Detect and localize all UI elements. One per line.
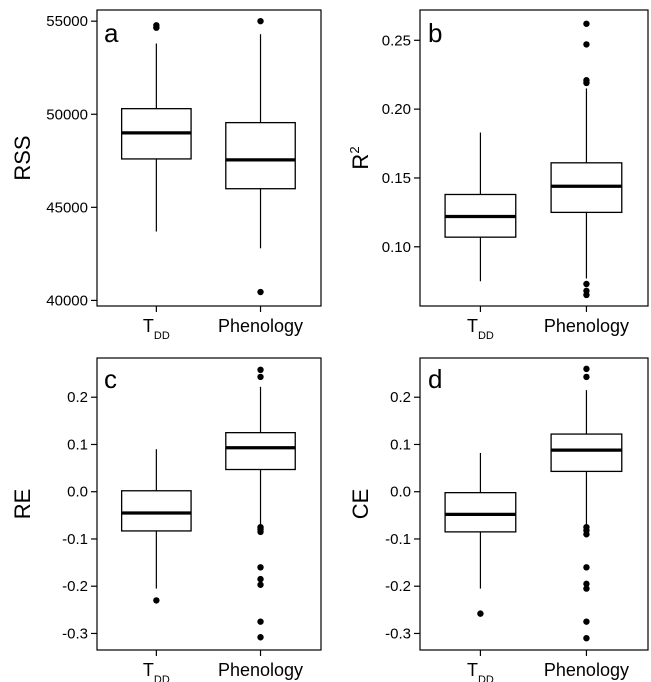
y-tick-label: 0.0 bbox=[67, 484, 88, 501]
outlier-point bbox=[257, 575, 264, 583]
outlier-point bbox=[583, 580, 590, 588]
y-tick-label: -0.1 bbox=[62, 531, 88, 548]
outlier-point bbox=[257, 373, 264, 381]
outlier-point bbox=[583, 564, 590, 571]
plot-frame bbox=[96, 9, 322, 307]
y-tick-label: -0.2 bbox=[385, 578, 411, 595]
iqr-box bbox=[225, 121, 296, 190]
plot-frame bbox=[419, 9, 649, 307]
x-category-label: Phenology bbox=[218, 316, 303, 336]
outlier-point bbox=[153, 597, 160, 604]
outlier-point bbox=[153, 22, 160, 29]
y-tick-label: -0.1 bbox=[385, 531, 411, 548]
panel-c: -0.3 -0.2 -0.1 0.0 0.1 0.2 TDD Phenology RE c bbox=[10, 357, 322, 682]
y-tick-label: 0.0 bbox=[390, 484, 411, 501]
outlier-point bbox=[257, 634, 264, 641]
outlier-point bbox=[583, 291, 590, 299]
y-tick-label: 0.1 bbox=[390, 436, 411, 453]
y-tick-label: -0.3 bbox=[385, 625, 411, 642]
y-tick-label: 55000 bbox=[46, 13, 88, 30]
panel-label: b bbox=[428, 18, 442, 48]
y-tick-label: 0.10 bbox=[382, 239, 411, 256]
outlier-point bbox=[583, 41, 590, 48]
x-category-label: Phenology bbox=[544, 316, 629, 336]
y-tick-label: 0.25 bbox=[382, 32, 411, 49]
y-tick-label: 0.2 bbox=[67, 389, 88, 406]
y-tick-label: 0.1 bbox=[67, 436, 88, 453]
outlier-point bbox=[583, 365, 590, 373]
iqr-box bbox=[550, 433, 623, 473]
outlier-point bbox=[257, 288, 264, 296]
outlier-point bbox=[257, 366, 264, 374]
outlier-point bbox=[257, 528, 264, 536]
box-tdd bbox=[120, 449, 192, 604]
panel-label: a bbox=[104, 18, 119, 48]
outlier-point bbox=[257, 618, 264, 625]
box-phenology bbox=[225, 17, 296, 296]
panel-label: d bbox=[428, 364, 442, 394]
iqr-box bbox=[225, 432, 296, 471]
y-tick-label: 50000 bbox=[46, 106, 88, 123]
y-tick-label: -0.2 bbox=[62, 578, 88, 595]
x-category-label: TDD bbox=[143, 316, 170, 342]
box-phenology bbox=[225, 366, 296, 641]
outlier-point bbox=[583, 618, 590, 625]
outlier-point bbox=[477, 610, 484, 617]
y-tick-label: 0.15 bbox=[382, 170, 411, 187]
outlier-point bbox=[583, 20, 590, 27]
outlier-point bbox=[583, 585, 590, 592]
y-axis-label: RE bbox=[10, 489, 35, 520]
panel-d: -0.3 -0.2 -0.1 0.0 0.1 0.2 TDD Phenology CE d bbox=[348, 357, 649, 682]
outlier-point bbox=[257, 564, 264, 571]
y-tick-label: 0.2 bbox=[390, 389, 411, 406]
x-category-label: Phenology bbox=[218, 660, 303, 680]
x-category-label: TDD bbox=[467, 660, 494, 682]
panel-label: c bbox=[104, 364, 117, 394]
outlier-point bbox=[583, 373, 590, 381]
y-tick-label: -0.3 bbox=[62, 625, 88, 642]
outlier-point bbox=[583, 79, 590, 87]
iqr-box bbox=[444, 492, 517, 533]
plot-frame bbox=[96, 357, 322, 651]
y-axis-label: CE bbox=[348, 489, 373, 520]
x-category-label: TDD bbox=[467, 316, 494, 342]
outlier-point bbox=[583, 634, 590, 642]
y-tick-label: 40000 bbox=[46, 292, 88, 309]
box-tdd bbox=[120, 22, 192, 232]
iqr-box bbox=[120, 490, 192, 532]
y-tick-label: 45000 bbox=[46, 199, 88, 216]
x-category-label: TDD bbox=[143, 660, 170, 682]
outlier-point bbox=[583, 531, 590, 538]
box-tdd bbox=[444, 132, 517, 282]
box-phenology bbox=[550, 365, 623, 642]
panel-a: 40000 45000 50000 55000 TDD Phenology RSS a bbox=[10, 9, 322, 342]
y-axis-label: RSS bbox=[10, 135, 35, 180]
outlier-point bbox=[257, 581, 264, 588]
y-axis-label: R2 bbox=[347, 146, 373, 169]
outlier-point bbox=[583, 280, 590, 288]
outlier-point bbox=[257, 17, 264, 25]
x-category-label: Phenology bbox=[544, 660, 629, 680]
box-phenology bbox=[550, 20, 623, 299]
panel-b: 0.10 0.15 0.20 0.25 TDD Phenology R2 b bbox=[347, 9, 649, 342]
box-tdd bbox=[444, 452, 517, 617]
y-tick-label: 0.20 bbox=[382, 101, 411, 118]
plot-frame bbox=[419, 357, 649, 651]
